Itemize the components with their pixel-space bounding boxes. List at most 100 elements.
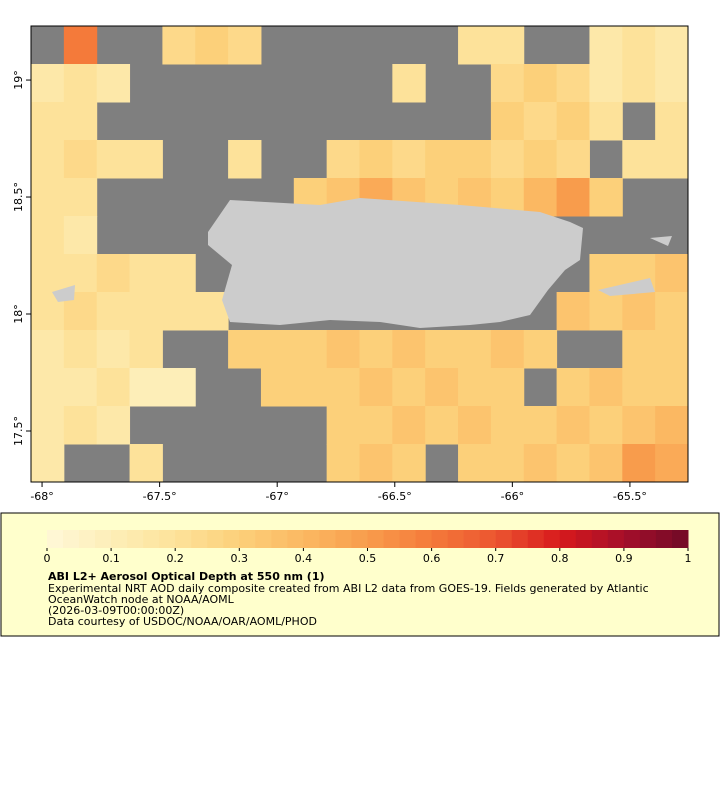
colorbar-step [159,530,176,548]
aod-cell [425,330,459,369]
aod-cell [556,368,590,407]
aod-cell [589,178,623,217]
colorbar-step [351,530,368,548]
aod-cell [523,102,558,141]
colorbar-step [207,530,224,548]
colorbar-step [111,530,128,548]
aod-cell [260,330,295,369]
colorbar-step [79,530,96,548]
aod-cell [129,254,163,293]
aod-cell [523,64,558,103]
aod-cell [490,102,525,141]
legend-title: ABI L2+ Aerosol Optical Depth at 550 nm … [48,570,325,583]
aod-cell [96,254,131,293]
aod-cell [31,444,65,483]
aod-cell [523,444,558,483]
aod-cell [392,406,426,445]
aod-cell [622,64,656,103]
colorbar-step [639,530,657,548]
aod-cell [556,406,590,445]
aod-cell [556,178,590,217]
colorbar-step [415,530,433,548]
colorbar-step [191,530,208,548]
aod-cell [458,368,492,407]
map-frame [30,25,689,483]
aod-cell [63,406,98,445]
aod-cell [458,26,492,65]
y-tick-label: 17.5° [12,416,25,446]
aod-cell [392,140,426,179]
colorbar-tick-label: 0 [44,552,51,565]
aod-cell [31,254,65,293]
aod-cell [228,330,262,369]
aod-cell [655,406,689,445]
aod-cell [129,140,163,179]
aod-cell [63,64,98,103]
culebra [650,236,672,246]
aod-cell [359,406,393,445]
colorbar-step [671,530,689,548]
aod-cell [523,330,558,369]
colorbar-step [655,530,673,548]
aod-cell [589,444,623,483]
aod-cell [359,444,393,483]
aod-cell [425,406,459,445]
aod-cell [490,64,525,103]
aod-cell [622,26,656,65]
aod-cell [523,140,558,179]
x-tick-label: -68° [30,490,53,503]
aod-cell [96,64,131,103]
colorbar-step [303,530,320,548]
aod-cell [326,368,360,407]
colorbar-step [463,530,481,548]
aod-cell [556,102,590,141]
colorbar-step [287,530,304,548]
aod-cell [523,406,558,445]
colorbar-tick-label: 0.6 [423,552,441,565]
aod-cell [129,444,163,483]
colorbar-step [559,530,577,548]
aod-cell [392,330,426,369]
aod-cell [392,368,426,407]
aod-cell [31,216,65,255]
aod-cell [326,140,360,179]
aod-cell [556,292,590,331]
aod-cell [96,406,131,445]
colorbar-tick-label: 0.7 [487,552,505,565]
aod-cell [96,292,131,331]
colorbar-step [223,530,240,548]
aod-cell [31,330,65,369]
aod-cell [622,444,656,483]
colorbar-step [367,530,385,548]
aod-cell [63,26,98,65]
land [52,198,672,328]
x-tick-label: -65.5° [613,490,647,503]
colorbar-step [399,530,417,548]
legend-text: Data courtesy of USDOC/NOAA/OAR/AOML/PHO… [48,615,317,628]
aod-cell [655,26,689,65]
colorbar-step [319,530,336,548]
colorbar-step [95,530,112,548]
colorbar-step [431,530,449,548]
aod-cell [589,26,623,65]
aod-cell [490,368,525,407]
aod-cell [490,406,525,445]
colorbar-step [591,530,609,548]
colorbar-step [175,530,192,548]
aod-cell [458,444,492,483]
aod-cell [63,254,98,293]
aod-cell [490,444,525,483]
aod-cell [655,254,689,293]
colorbar-tick-label: 0.2 [166,552,184,565]
aod-cell [655,368,689,407]
aod-cell [425,140,459,179]
colorbar-step [575,530,593,548]
colorbar-step [623,530,641,548]
colorbar-step [495,530,513,548]
aod-cell [523,178,558,217]
aod-cell [162,26,196,65]
colorbar-step [143,530,160,548]
aod-cell [63,178,98,217]
colorbar-step [47,530,64,548]
